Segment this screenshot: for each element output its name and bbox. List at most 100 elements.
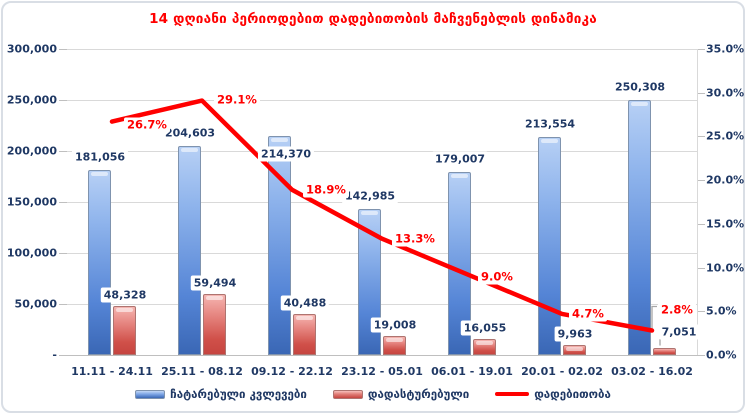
left-axis-tick [59,151,67,152]
confirmed-bar [383,335,406,355]
right-axis-tick-label: 30.0% [706,86,745,100]
red-bar-swatch-icon [332,389,363,399]
x-axis-category-label: 03.02 - 16.02 [611,365,693,378]
legend-item-conducted: ჩატარებული კვლევები [135,387,307,401]
positivity-point-label: 9.0% [478,269,516,285]
blue-bar-swatch-icon [135,389,166,399]
right-axis-tick [697,267,705,269]
right-axis-tick-label: 25.0% [706,129,745,143]
left-axis-tick [59,100,67,101]
legend-item-confirmed: დადასტურებული [332,387,470,401]
right-axis-line [697,49,698,355]
left-axis-tick [59,355,67,356]
left-axis-tick-label: - [52,348,57,362]
bar-highlight [361,211,378,216]
gridline [67,49,697,50]
conducted-bar-label: 214,370 [257,146,315,162]
right-axis-tick-label: 20.0% [706,173,745,187]
right-axis-tick [697,223,705,225]
conducted-bar-label: 213,554 [521,116,579,132]
left-axis-tick [59,304,67,305]
confirmed-bar [473,338,496,355]
right-axis-tick-label: 5.0% [706,304,737,318]
left-axis-tick-label: 150,000 [6,195,57,209]
conducted-bar [178,146,201,355]
legend-label-conducted: ჩატარებული კვლევები [170,387,307,401]
confirmed-bar-label: 9,963 [554,326,596,342]
positivity-point-label: 29.1% [214,92,260,108]
confirmed-bar-label: 40,488 [280,295,330,311]
right-axis-tick-label: 15.0% [706,217,745,231]
positivity-point-label: 18.9% [303,182,349,198]
conducted-bar-label: 250,308 [611,79,669,95]
confirmed-bar [293,313,316,355]
positivity-point-label: 26.7% [124,117,170,133]
legend-label-positivity: დადებითობა [534,387,611,401]
x-axis-category-label: 23.12 - 05.01 [341,365,423,378]
x-axis-line [67,355,697,356]
right-axis-tick-label: 0.0% [706,348,737,362]
confirmed-bar [563,344,586,355]
left-axis-tick-label: 50,000 [14,297,57,311]
conducted-bar [88,170,111,355]
conducted-bar-label: 204,603 [161,125,219,141]
confirmed-bar [113,305,136,355]
left-axis-tick-label: 250,000 [6,93,57,107]
bar-highlight [181,148,198,153]
right-axis-tick [697,49,705,50]
right-axis-tick [697,136,705,138]
bar-highlight [631,101,648,106]
chart-title: 14 დღიანი პერიოდებით დადებითობის მაჩვენე… [149,11,597,27]
conducted-bar [538,137,561,355]
confirmed-bar-label: 16,055 [460,320,510,336]
legend-label-confirmed: დადასტურებული [367,387,470,401]
legend: ჩატარებული კვლევები დადასტურებული დადები… [3,387,743,401]
x-axis-category-label: 11.11 - 24.11 [71,365,153,378]
confirmed-bar [653,347,676,355]
bar-highlight [541,139,558,144]
left-axis-tick-label: 200,000 [6,144,57,158]
positivity-point-label: 13.3% [392,231,438,247]
left-axis-tick-label: 100,000 [6,246,57,260]
bar-highlight [116,307,133,312]
conducted-bar [628,99,651,355]
left-axis-tick [59,253,67,254]
gridline [67,304,697,305]
left-axis-tick-label: 300,000 [6,42,57,56]
legend-item-positivity: დადებითობა [495,387,611,401]
x-axis-category-label: 25.11 - 08.12 [161,365,243,378]
bar-highlight [91,172,108,177]
left-axis-tick [59,49,67,50]
confirmed-bar-label: 7,051 [658,324,700,340]
right-axis-tick [697,311,705,313]
gridline [67,253,697,254]
confirmed-bar-label: 59,494 [190,275,240,291]
positivity-point-label: 2.8% [658,302,696,318]
positivity-point-label: 4.7% [569,306,607,322]
conducted-bar-label: 181,056 [71,149,129,165]
bar-highlight [451,174,468,179]
right-axis-tick [697,180,705,182]
bar-highlight [206,296,223,301]
right-axis-tick-label: 10.0% [706,261,745,275]
right-axis-tick [697,92,705,94]
bar-highlight [566,346,583,351]
conducted-bar [358,209,381,355]
x-axis-category-label: 20.01 - 02.02 [521,365,603,378]
gridline [67,100,697,101]
conducted-bar-label: 179,007 [431,151,489,167]
callout-leader-line [651,305,657,331]
bar-highlight [386,337,403,342]
confirmed-bar-label: 48,328 [100,287,150,303]
gridline [67,151,697,152]
right-axis-tick-label: 35.0% [706,42,745,56]
left-axis-tick [59,202,67,203]
x-axis-category-label: 09.12 - 22.12 [251,365,333,378]
confirmed-bar-label: 19,008 [370,317,420,333]
conducted-bar [268,136,291,355]
red-line-swatch-icon [495,392,530,396]
bar-highlight [476,340,493,345]
bar-highlight [296,315,313,320]
